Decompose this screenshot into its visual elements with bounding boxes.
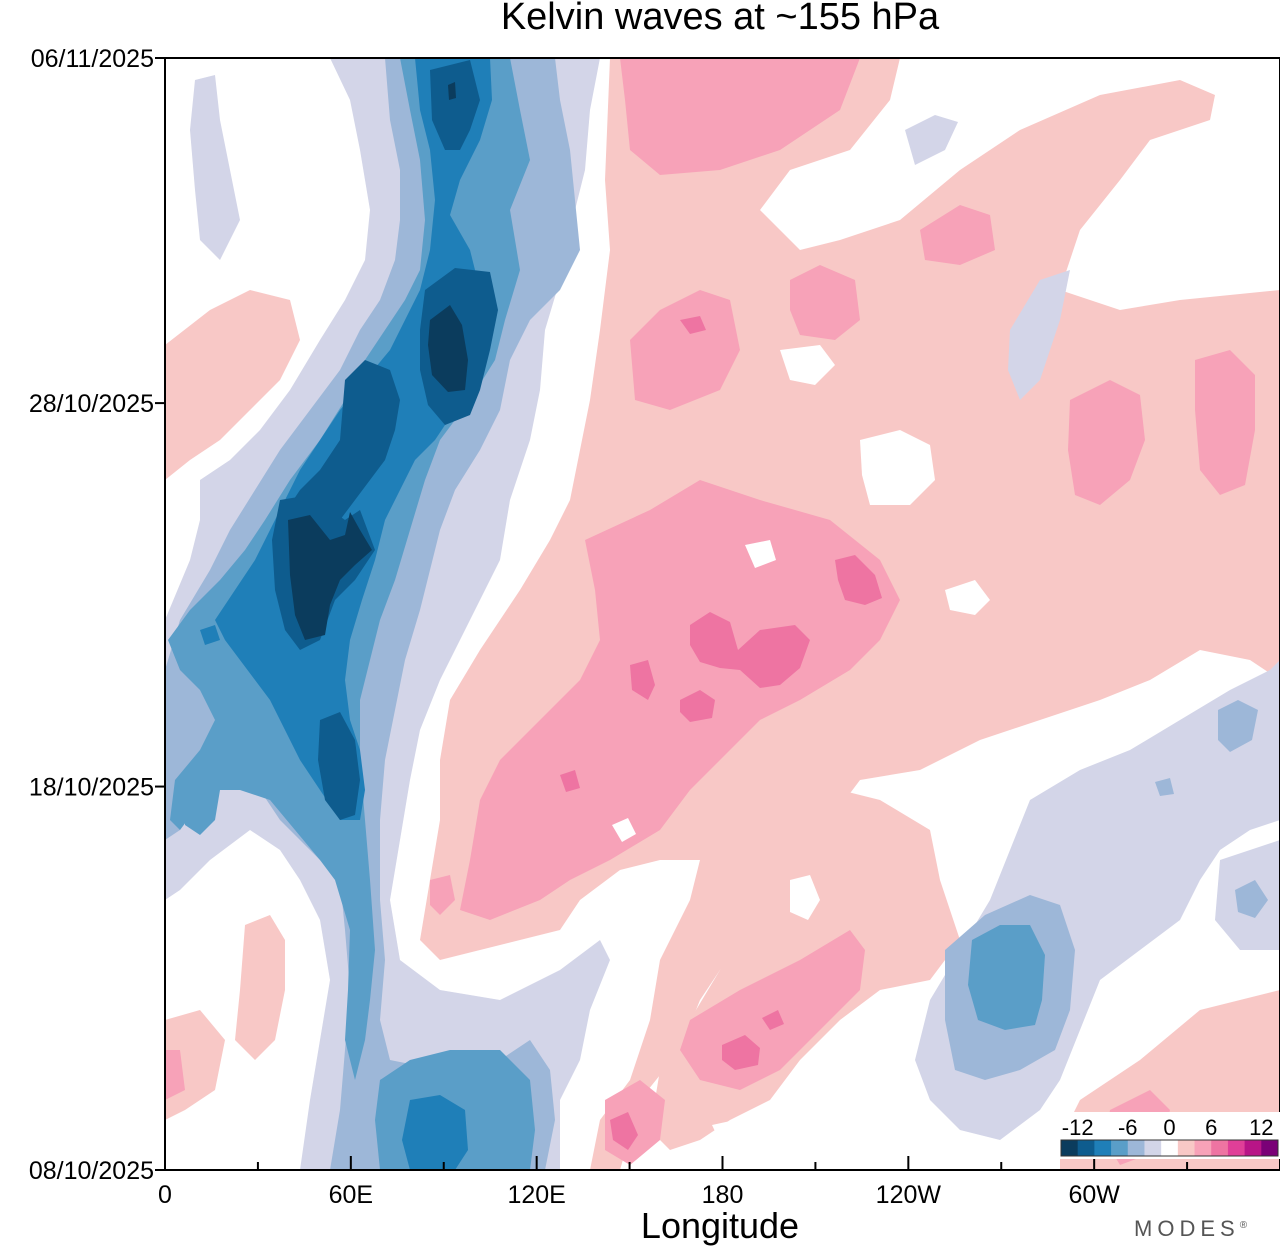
modes-logo: MODES® <box>1134 1216 1252 1241</box>
contour-pos-6 <box>690 612 810 688</box>
x-tick-label: 120W <box>876 1181 942 1209</box>
colorbar-swatch <box>1161 1140 1179 1156</box>
contour-field <box>165 58 1280 1170</box>
contour-neg-12 <box>448 82 456 100</box>
contour-pos-6 <box>762 1010 784 1030</box>
contour-neg-4 <box>1235 880 1268 918</box>
colorbar-outline <box>1060 1139 1279 1157</box>
gap <box>745 540 776 568</box>
colorbar-swatches <box>1060 1139 1279 1157</box>
x-tick-label: 180 <box>702 1181 744 1209</box>
y-tick-label: 28/10/2025 <box>29 390 154 418</box>
x-axis-title: Longitude <box>641 1205 799 1246</box>
contour-pos-4 <box>620 58 860 175</box>
colorbar-tick-label: -12 <box>1062 1115 1094 1140</box>
contour-pos-6 <box>560 770 580 792</box>
colorbar-swatch <box>1244 1140 1262 1156</box>
contour-neg-12 <box>428 305 468 392</box>
contour-neg-4 <box>1218 700 1258 752</box>
field-gaps <box>612 345 990 1142</box>
contour-pos-6 <box>680 690 715 722</box>
contour-pos-2 <box>235 915 285 1060</box>
colorbar-swatch <box>1077 1140 1095 1156</box>
contour-neg-10 <box>318 712 360 820</box>
gap <box>860 430 935 505</box>
colorbar-swatch <box>1144 1140 1162 1156</box>
positive-anomalies <box>165 58 1280 1170</box>
y-tick-label: 08/10/2025 <box>29 1157 154 1185</box>
contour-pos-6 <box>835 555 882 605</box>
contour-neg-4 <box>1155 778 1174 796</box>
colorbar-tick-label: 6 <box>1205 1115 1217 1140</box>
gap <box>790 875 820 920</box>
colorbar-swatch <box>1094 1140 1112 1156</box>
gap <box>780 345 835 385</box>
contour-pos-4 <box>920 205 995 265</box>
contour-neg-2 <box>1008 270 1070 400</box>
colorbar-swatch <box>1194 1140 1212 1156</box>
colorbar-tick-label: 12 <box>1249 1115 1273 1140</box>
contour-pos-2 <box>165 290 300 480</box>
contour-pos-6 <box>680 316 706 334</box>
contour-pos-6 <box>722 1035 760 1070</box>
gap <box>945 580 990 615</box>
contour-neg-2 <box>190 75 240 260</box>
gap <box>612 818 636 842</box>
colorbar-swatch <box>1061 1140 1079 1156</box>
contour-neg-8 <box>402 1095 468 1170</box>
contour-pos-4 <box>1068 380 1145 505</box>
colorbar-swatch <box>1111 1140 1129 1156</box>
x-axis: 0 60E 120E 180 120W 60W <box>158 1156 1189 1209</box>
contour-pos-6 <box>610 1112 638 1150</box>
colorbar-labels: -12 -6 0 6 12 <box>1062 1115 1274 1140</box>
colorbar-swatch <box>1261 1140 1279 1156</box>
colorbar-tick-label: 0 <box>1163 1115 1175 1140</box>
x-tick-label: 120E <box>507 1181 565 1209</box>
y-axis: 06/11/2025 28/10/2025 18/10/2025 08/10/2025 <box>29 45 165 1185</box>
x-tick-label: 60W <box>1068 1181 1120 1209</box>
contour-neg-8 <box>200 625 220 645</box>
contour-pos-4 <box>790 265 860 340</box>
colorbar-tick-label: -6 <box>1118 1115 1138 1140</box>
contour-pos-4 <box>165 1050 185 1100</box>
logo-mark: ® <box>1240 1220 1252 1231</box>
x-tick-label: 0 <box>158 1181 172 1209</box>
colorbar-swatch <box>1127 1140 1145 1156</box>
x-tick-label: 60E <box>329 1181 373 1209</box>
colorbar-swatch <box>1227 1140 1246 1156</box>
contour-neg-12 <box>288 512 372 640</box>
colorbar: -12 -6 0 6 12 <box>1058 1112 1280 1159</box>
contour-pos-4 <box>630 290 740 410</box>
y-tick-label: 18/10/2025 <box>29 774 154 802</box>
negative-anomalies <box>165 58 1280 1170</box>
y-tick-label: 06/11/2025 <box>31 45 154 73</box>
gap <box>712 1120 742 1142</box>
colorbar-swatch <box>1177 1140 1196 1156</box>
contour-neg-6 <box>185 775 220 835</box>
logo-text: MODES <box>1134 1216 1240 1241</box>
contour-neg-10 <box>430 60 480 150</box>
chart-title: Kelvin waves at ~155 hPa <box>501 0 940 38</box>
contour-neg-2 <box>905 115 958 165</box>
contour-neg-6 <box>968 925 1045 1030</box>
colorbar-swatch <box>1211 1140 1229 1156</box>
contour-pos-6 <box>630 660 655 700</box>
contour-pos-4 <box>430 875 455 915</box>
contour-pos-4 <box>1195 350 1255 495</box>
